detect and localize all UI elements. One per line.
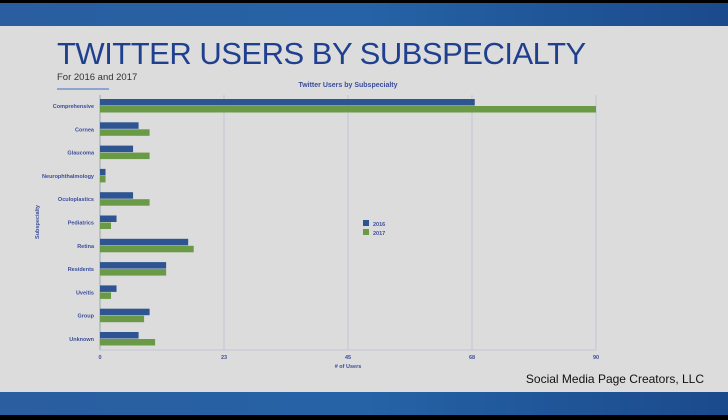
bar-2016-uveitis (100, 285, 117, 292)
bar-2017-retina (100, 245, 194, 253)
category-label: Unknown (69, 337, 94, 343)
category-label: Uveitis (76, 290, 94, 296)
bar-2017-group (100, 315, 145, 323)
x-tick-label: 45 (345, 355, 351, 361)
slide-subtitle: For 2016 and 2017 (57, 72, 138, 83)
category-label: Cornea (75, 127, 95, 133)
bar-2017-uveitis (100, 292, 112, 299)
bar-2016-group (100, 308, 150, 316)
category-label: Group (78, 314, 95, 320)
y-axis-label: Subspecialty (35, 204, 41, 239)
category-label: Retina (77, 244, 95, 250)
bar-2016-neurophthalmology (100, 168, 106, 176)
legend-swatch-2016 (363, 220, 369, 226)
category-label: Glaucoma (67, 151, 95, 157)
x-tick-label: 23 (221, 355, 227, 361)
category-label: Oculoplastics (58, 197, 94, 203)
category-label: Residents (68, 267, 94, 273)
bar-2016-residents (100, 262, 167, 269)
bar-2017-glaucoma (100, 152, 150, 160)
legend-swatch-2017 (363, 229, 369, 235)
title-underline (57, 88, 109, 90)
x-axis-label: # of Users (335, 364, 362, 370)
bar-2016-pediatrics (100, 215, 117, 222)
legend-label-2017: 2017 (373, 231, 385, 237)
category-label: Comprehensive (53, 104, 94, 110)
top-banner (0, 3, 728, 26)
slide-title: TWITTER USERS BY SUBSPECIALTY (57, 36, 586, 71)
bar-2016-retina (100, 238, 189, 246)
category-label: Pediatrics (68, 221, 94, 227)
bar-2017-cornea (100, 129, 150, 136)
x-tick-label: 68 (469, 355, 475, 361)
bar-2017-residents (100, 269, 167, 276)
bar-2016-oculoplastics (100, 192, 134, 199)
bar-2016-comprehensive (100, 99, 475, 106)
bar-2017-pediatrics (100, 222, 112, 229)
chart-title: Twitter Users by Subspecialty (298, 82, 397, 89)
bar-2017-oculoplastics (100, 199, 150, 206)
bottom-banner (0, 392, 728, 415)
bar-2017-unknown (100, 339, 156, 346)
slide (0, 26, 728, 392)
category-label: Neurophthalmology (42, 174, 95, 180)
bar-2016-unknown (100, 332, 139, 339)
x-tick-label: 0 (98, 355, 101, 361)
bar-2016-cornea (100, 122, 139, 129)
legend-label-2016: 2016 (373, 222, 385, 228)
footer-credit: Social Media Page Creators, LLC (525, 372, 704, 386)
bar-2017-neurophthalmology (100, 175, 106, 183)
x-tick-label: 90 (593, 355, 599, 361)
bar-2016-glaucoma (100, 145, 134, 153)
bar-2017-comprehensive (100, 106, 596, 113)
